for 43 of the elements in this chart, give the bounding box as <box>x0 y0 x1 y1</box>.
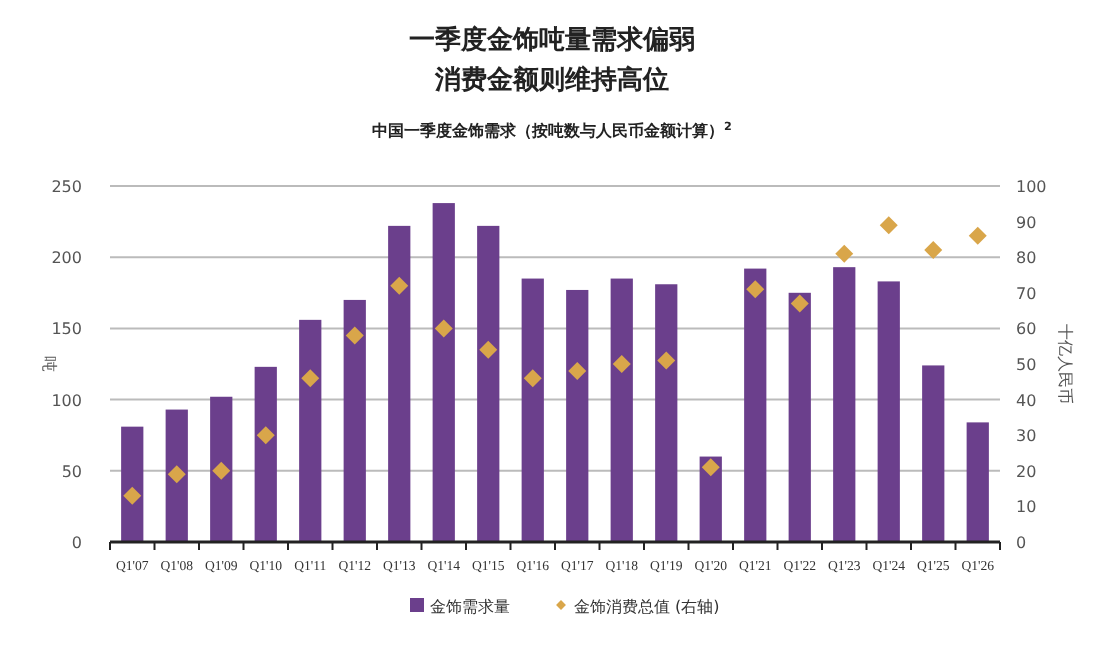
y2-tick-label: 90 <box>1016 213 1037 232</box>
point <box>212 461 231 480</box>
y2-tick-label: 80 <box>1016 249 1037 268</box>
y2-tick-label: 0 <box>1016 534 1027 552</box>
point <box>434 319 453 338</box>
point <box>568 362 587 381</box>
y2-tick-label: 10 <box>1016 498 1037 517</box>
y2-axis-title: 十亿人民币 <box>1056 324 1074 404</box>
point <box>523 369 542 388</box>
y2-tick-label: 50 <box>1016 356 1037 374</box>
point <box>701 458 720 477</box>
point <box>924 241 943 260</box>
point <box>790 294 809 313</box>
point <box>746 280 765 299</box>
legend-label: 金饰需求量 <box>430 598 510 616</box>
y2-tick-label: 100 <box>1016 178 1047 196</box>
y-tick-label: 150 <box>51 320 82 339</box>
y-axis-title: 吨 <box>40 356 58 372</box>
y-tick-label: 50 <box>61 462 82 481</box>
point <box>657 351 676 370</box>
chart-title: 一季度金饰吨量需求偏弱消费金额则维持高位 <box>409 24 695 96</box>
point <box>345 326 364 345</box>
point <box>612 355 631 373</box>
legend-label: 金饰消费总值 (右轴) <box>574 598 720 616</box>
chart-subtitle: 中国一季度金饰需求（按吨数与人民币金额计算）$^{2}$ <box>372 120 733 140</box>
y-tick-label: 200 <box>51 249 82 268</box>
y2-tick-label: 60 <box>1016 320 1037 339</box>
point <box>879 216 898 235</box>
y-tick-label: 100 <box>51 391 82 410</box>
point <box>167 465 186 484</box>
y2-tick-label: 40 <box>1016 391 1037 410</box>
y2-tick-label: 70 <box>1016 284 1037 303</box>
y-tick-label: 250 <box>51 178 82 196</box>
point <box>123 486 142 505</box>
point <box>301 369 320 388</box>
point <box>479 340 498 359</box>
point <box>835 244 854 263</box>
y-tick-label: 0 <box>71 534 82 552</box>
point <box>256 426 275 445</box>
point <box>390 276 409 295</box>
y2-tick-label: 30 <box>1016 427 1037 446</box>
y2-tick-label: 20 <box>1016 462 1037 481</box>
point <box>968 226 987 245</box>
